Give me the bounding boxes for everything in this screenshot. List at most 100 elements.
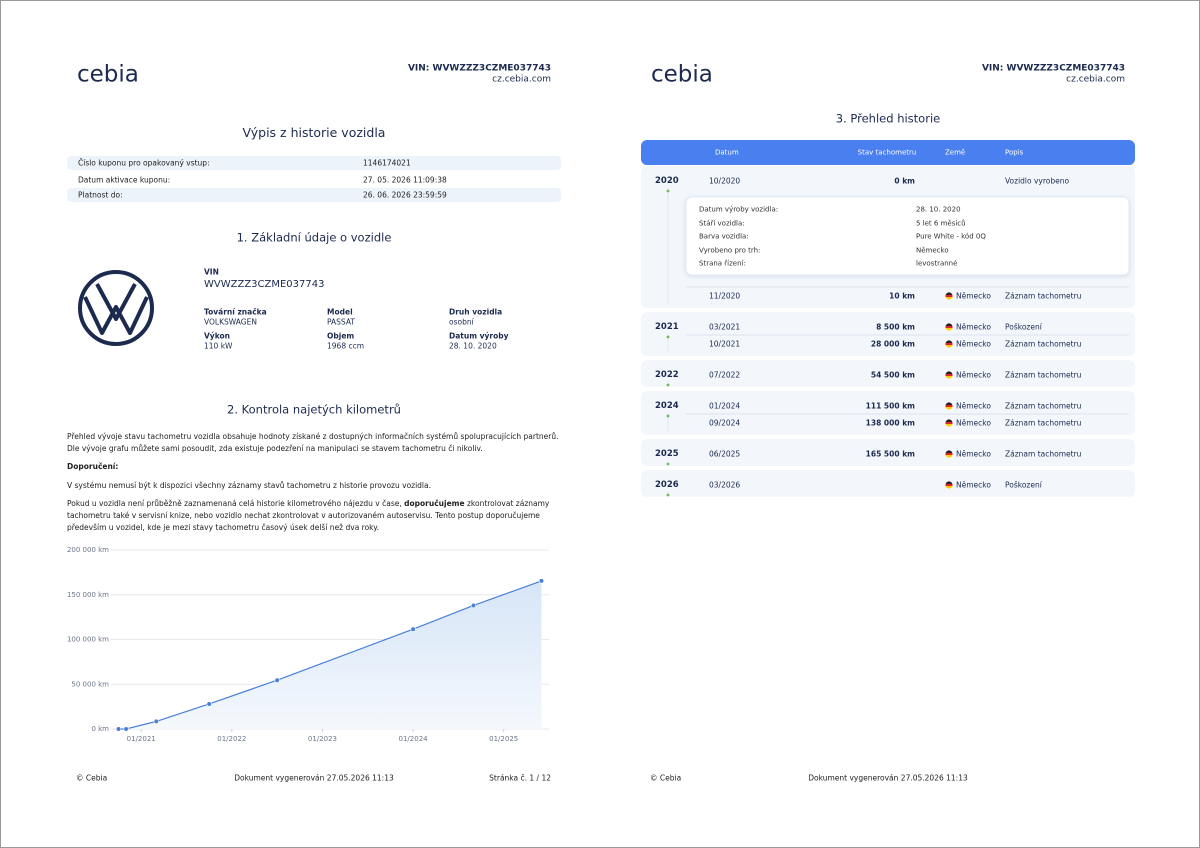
year: 2021 xyxy=(655,321,679,332)
description: Poškození xyxy=(1005,480,1042,490)
date: 03/2021 xyxy=(709,322,741,332)
field-label: Druh vozidla xyxy=(449,307,503,317)
detail-label: Strana řízení: xyxy=(699,259,746,268)
timeline-dot xyxy=(666,335,670,339)
year-group-bg xyxy=(641,439,1135,466)
date: 03/2026 xyxy=(709,480,741,490)
year: 2025 xyxy=(655,448,679,459)
date: 06/2025 xyxy=(709,449,741,459)
coupon-value: 1146174021 xyxy=(363,158,411,168)
vin-header: VIN: WVWZZZ3CZME037743 xyxy=(407,63,551,74)
country: Německo xyxy=(956,291,991,301)
country: Německo xyxy=(956,480,991,490)
field-label: Tovární značka xyxy=(204,307,267,317)
vin: WVWZZZ3CZME037743 xyxy=(204,279,325,290)
vw-logo xyxy=(78,270,154,346)
text: doporučujeme xyxy=(404,499,465,508)
column-header: Datum xyxy=(715,148,739,157)
copyright: © Cebia xyxy=(76,773,108,783)
website: cz.cebia.com xyxy=(492,74,551,85)
coupon-row-bg xyxy=(67,156,561,170)
field-value: 28. 10. 2020 xyxy=(449,341,497,351)
logo: cebia xyxy=(651,61,713,88)
title: Výpis z historie vozidla xyxy=(242,124,386,140)
section-title: 2. Kontrola najetých kilometrů xyxy=(227,402,401,417)
point xyxy=(470,602,477,609)
detail-label: Barva vozidla: xyxy=(699,232,749,241)
x-tick-label: 01/2023 xyxy=(308,735,337,743)
column-header: Popis xyxy=(1005,148,1024,157)
detail-value: levostranné xyxy=(916,259,958,268)
point xyxy=(410,626,416,632)
x-tick-label: 01/2024 xyxy=(399,735,429,743)
flag xyxy=(945,481,953,489)
detail-label: Vyrobeno pro trh: xyxy=(699,246,761,254)
x-tick-label: 01/2022 xyxy=(217,735,246,743)
field-value: 110 kW xyxy=(204,341,233,351)
recommendation: Doporučení: xyxy=(67,461,561,473)
description: Záznam tachometru xyxy=(1005,418,1082,428)
country: Německo xyxy=(956,370,991,380)
coupon-label: Datum aktivace kuponu: xyxy=(78,175,171,185)
field-value: osobní xyxy=(449,317,474,327)
flag xyxy=(945,340,953,348)
details-box xyxy=(685,196,1130,276)
field-label: Model xyxy=(327,307,353,317)
field-label: Datum výroby xyxy=(449,331,509,341)
point xyxy=(274,677,280,683)
intro: Přehled vývoje stavu tachometru vozidla … xyxy=(67,431,561,455)
detail-value: 5 let 6 měsíců xyxy=(916,219,966,227)
advice: Pokud u vozidla není průběžně zaznamenan… xyxy=(67,498,561,534)
point xyxy=(123,726,129,732)
country: Německo xyxy=(956,339,991,349)
y-tick-label: 150 000 km xyxy=(67,591,109,599)
detail-label: Datum výroby vozidla: xyxy=(699,205,779,214)
country: Německo xyxy=(956,322,991,332)
country: Německo xyxy=(956,418,991,428)
vin-header: VIN: WVWZZZ3CZME037743 xyxy=(981,63,1125,74)
x-tick-label: 01/2025 xyxy=(489,735,518,743)
description: Záznam tachometru xyxy=(1005,291,1082,301)
note: V systému nemusí být k dispozici všechny… xyxy=(67,480,561,492)
generated: Dokument vygenerován 27.05.2026 11:13 xyxy=(808,773,968,783)
year-group-bg xyxy=(641,312,1135,356)
title: 3. Přehled historie xyxy=(835,111,941,126)
y-tick-label: 100 000 km xyxy=(67,636,109,644)
page-number: Stránka č. 1 / 12 xyxy=(489,773,551,783)
text: Přehled vývoje stavu tachometru vozidla … xyxy=(67,432,559,453)
odometer: 0 km xyxy=(894,176,915,186)
year-group-bg xyxy=(641,391,1135,435)
description: Poškození xyxy=(1005,322,1042,332)
date: 01/2024 xyxy=(709,401,741,411)
generated: Dokument vygenerován 27.05.2026 11:13 xyxy=(234,773,394,783)
y-tick-label: 50 000 km xyxy=(71,680,109,688)
coupon-value: 27. 05. 2026 11:09:38 xyxy=(363,175,447,185)
flag xyxy=(945,419,953,427)
date: 07/2022 xyxy=(709,370,741,380)
flag xyxy=(945,323,953,331)
description: Záznam tachometru xyxy=(1005,449,1082,459)
field-value: 1968 ccm xyxy=(327,341,365,351)
text: zkontrolovat záznamy tachometru také v s… xyxy=(67,499,550,532)
field-value: VOLKSWAGEN xyxy=(204,317,257,327)
country: Německo xyxy=(956,401,991,411)
odometer: 165 500 km xyxy=(865,449,915,459)
detail-value: Německo xyxy=(916,246,949,254)
coupon-value: 26. 06. 2026 23:59:59 xyxy=(363,190,447,200)
description: Záznam tachometru xyxy=(1005,370,1082,380)
column-header: Země xyxy=(945,148,966,157)
table-header xyxy=(641,140,1135,165)
column-header: Stav tachometru xyxy=(857,148,917,157)
timeline-dot xyxy=(666,462,670,466)
text: Doporučení: xyxy=(67,462,119,471)
detail-label: Stáří vozidla: xyxy=(699,219,745,227)
year-group-bg xyxy=(641,470,1135,497)
field-label: Objem xyxy=(327,331,355,341)
x-tick-label: 01/2021 xyxy=(127,735,156,743)
point xyxy=(538,578,545,584)
line xyxy=(118,580,542,730)
date: 10/2020 xyxy=(709,176,741,186)
timeline-dot xyxy=(666,189,670,193)
